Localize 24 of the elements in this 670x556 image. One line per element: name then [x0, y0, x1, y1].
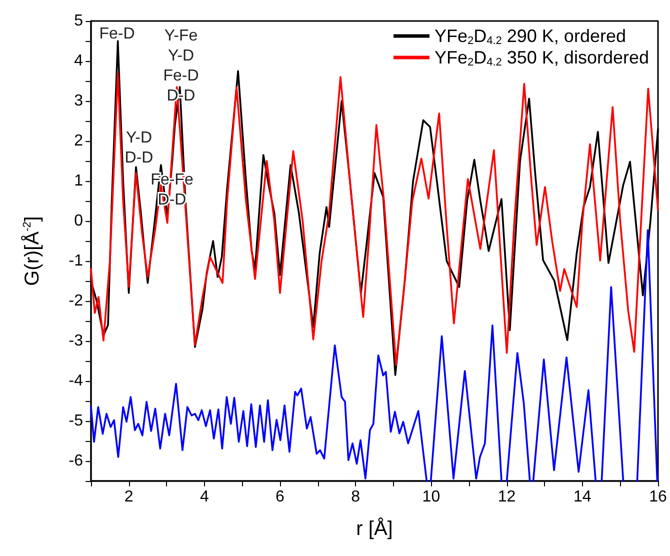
x-tick-label: 10	[422, 488, 440, 506]
y-tick-label: -1	[68, 252, 84, 270]
x-tick-label: 4	[200, 488, 209, 506]
y-axis-title: G(r)[Å-2]	[20, 216, 44, 286]
y-tick-label: 3	[74, 92, 84, 110]
y-tick-label: 4	[74, 52, 84, 70]
y-tick-label: -6	[68, 452, 84, 470]
x-tick-label: 2	[124, 488, 134, 506]
x-tick-label: 16	[649, 488, 667, 506]
y-tick-label: 2	[74, 132, 84, 150]
y-tick-label: 5	[74, 12, 84, 30]
x-tick-label: 14	[574, 488, 592, 506]
y-tick-label: -2	[68, 292, 84, 310]
y-tick-label: -5	[68, 412, 84, 430]
x-tick-label: 8	[351, 488, 360, 506]
x-tick-label: 12	[498, 488, 516, 506]
y-tick-label: -4	[68, 372, 84, 390]
annotation: Fe-D	[99, 26, 135, 42]
x-axis-title: r [Å]	[356, 517, 393, 540]
y-tick-label: -3	[68, 332, 84, 350]
x-tick-label: 6	[276, 488, 285, 506]
y-tick-label: 1	[74, 172, 84, 190]
y-tick-label: 0	[74, 212, 84, 230]
annotation: Y-D D-D	[124, 130, 154, 166]
